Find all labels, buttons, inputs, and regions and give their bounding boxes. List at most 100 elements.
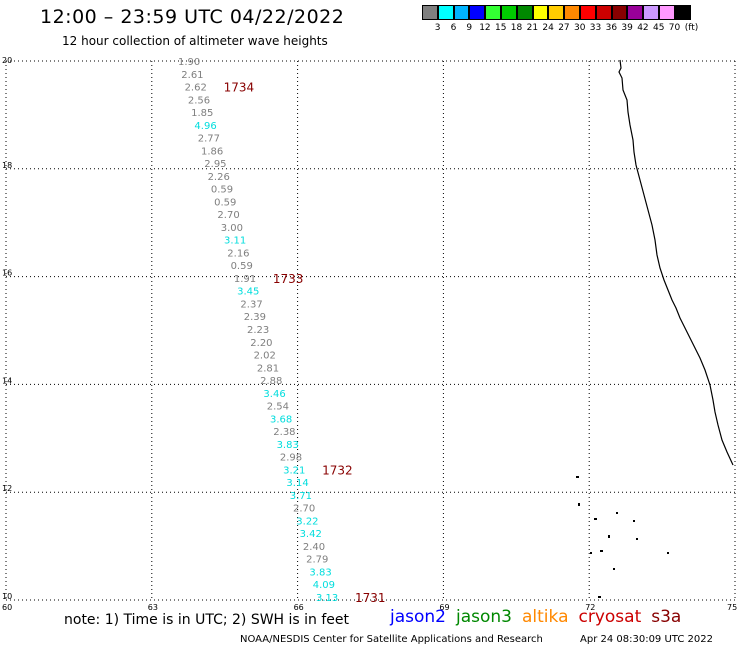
scale-swatch [469,5,486,20]
wave-height-label: 2.20 [250,338,272,349]
scale-tick-label: 27 [558,23,570,33]
wave-height-label: 3.42 [300,529,322,540]
wave-height-label: 2.95 [204,159,226,170]
pass-time-label: 1731 [355,591,386,605]
wave-height-label: 3.22 [296,516,318,527]
scale-swatch [500,5,517,20]
lat-tick-label: 10 [2,592,12,601]
wave-height-label: 3.00 [221,223,243,234]
scale-swatch [627,5,644,20]
scale-swatch [579,5,596,20]
scale-tick-label: 9 [466,23,473,33]
laccadive-islands [576,476,669,598]
wave-height-label: 2.02 [254,351,276,362]
wave-height-label: 1.91 [234,274,256,285]
wave-height-label: 2.23 [247,325,269,336]
lat-tick-label: 18 [2,161,12,170]
wave-height-label: 2.88 [260,376,282,387]
scale-tick-label: 21 [526,23,539,33]
scale-tick-label: 18 [510,23,523,33]
wave-height-label: 4.09 [313,580,335,591]
wave-height-label: 3.21 [283,465,305,476]
lon-tick-label: 72 [585,603,595,612]
wave-height-label: 2.37 [240,299,262,310]
scale-tick-label: 70 [668,23,681,33]
scale-tick-label: 15 [495,23,507,33]
wave-height-label: 2.70 [217,210,239,221]
wave-height-label: 3.83 [309,567,331,578]
scale-swatch [453,5,470,20]
scale-tick-label: 33 [589,23,602,33]
scale-unit-label: (ft) [684,23,699,33]
scale-tick-label: 24 [542,23,554,33]
pass-time-label: 1733 [273,272,304,286]
scale-swatch [437,5,454,20]
satellite-legend-jason2: jason2 [390,607,446,627]
wave-height-label: 2.56 [188,95,210,106]
wave-height-label: 2.62 [185,83,207,94]
lon-tick-label: 63 [148,603,158,612]
scale-swatch [548,5,565,20]
wave-height-label: 2.79 [306,555,328,566]
footer-note: note: 1) Time is in UTC; 2) SWH is in fe… [64,612,350,628]
wave-height-label: 2.98 [280,453,302,464]
scale-swatch [422,5,438,20]
wave-height-label: 3.71 [290,491,312,502]
scale-swatch [674,5,691,20]
pass-time-label: 1732 [322,463,353,477]
wave-height-label: 3.68 [270,414,292,425]
lon-tick-label: 66 [294,603,304,612]
satellite-legend-jason3: jason3 [456,607,512,627]
scale-tick-label: 6 [450,23,457,33]
scale-tick-label: 39 [621,23,633,33]
wave-height-label: 2.26 [208,172,230,183]
scale-tick-label: 42 [637,23,649,33]
wave-height-label: 3.45 [237,287,259,298]
scale-swatch [564,5,580,20]
lat-tick-label: 16 [2,269,12,278]
wave-height-label: 1.86 [201,146,223,157]
wave-height-label: 4.96 [194,121,216,132]
wave-height-label: 2.61 [181,70,203,81]
wave-height-label: 2.39 [244,312,266,323]
scale-swatch [643,5,659,20]
satellite-legend-cryosat: cryosat [578,607,642,627]
wave-height-label: 0.59 [211,185,233,196]
wave-height-label: 2.77 [198,134,220,145]
wave-height-label: 2.38 [273,427,295,438]
scale-tick-label: 45 [653,23,665,33]
satellite-legend-s3a: s3a [651,607,682,627]
wave-height-label: 3.83 [277,440,299,451]
scale-swatch [532,5,549,20]
wave-height-color-scale: 3 6 9 12 15 18 21 24 27 30 33 36 39 42 45 70 (ft) [422,5,698,33]
lat-tick-label: 20 [2,56,12,65]
credit-line: NOAA/NESDIS Center for Satellite Applica… [240,634,543,645]
wave-height-label: 1.90 [178,57,200,68]
scale-swatch [485,5,501,20]
wave-height-label: 1.85 [191,108,213,119]
scale-tick-label: 30 [574,23,586,33]
wave-height-label: 2.54 [267,402,289,413]
lat-tick-label: 14 [2,376,12,385]
wave-height-label: 2.40 [303,542,325,553]
satellite-legend: jason2 jason3 altika cryosat s3a [390,607,681,627]
coastline-india-west [618,59,734,466]
scale-swatch [611,5,628,20]
wave-height-label: 2.16 [227,248,249,259]
scale-swatch [658,5,675,20]
scale-swatch [595,5,612,20]
lon-tick-label: 69 [439,603,449,612]
satellite-legend-altika: altika [522,607,569,627]
wave-height-label: 3.14 [286,478,308,489]
map-subtitle: 12 hour collection of altimeter wave hei… [62,34,328,48]
wave-height-label: 2.81 [257,363,279,374]
wave-height-label: 0.59 [214,197,236,208]
pass-time-label: 1734 [224,81,255,95]
scale-tick-label: 3 [434,23,441,33]
map-title: 12:00 – 23:59 UTC 04/22/2022 [40,6,345,28]
lat-tick-label: 12 [2,484,12,493]
lon-tick-label: 60 [2,603,12,612]
scale-tick-label: 36 [605,23,618,33]
wave-height-label: 3.46 [263,389,285,400]
wave-height-label: 3.13 [316,593,338,604]
